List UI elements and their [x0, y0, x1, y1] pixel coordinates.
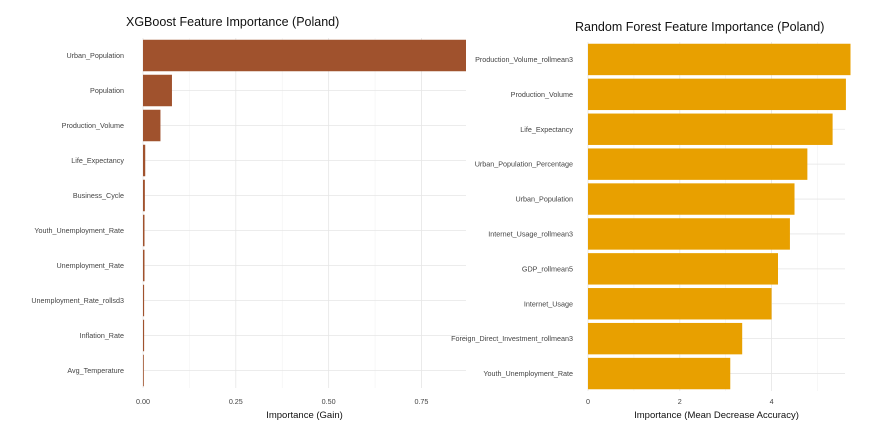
bar-production-volume	[588, 78, 846, 111]
bar-avg-temperature	[143, 354, 144, 387]
bar-production-volume	[143, 109, 161, 142]
x-tick-label: 0.00	[136, 397, 150, 406]
bar-foreign-direct-investment-rollmean3	[588, 322, 743, 355]
bar-life-expectancy	[588, 113, 833, 145]
category-label: Avg_Temperature	[67, 366, 124, 375]
bar-internet-usage	[588, 288, 772, 320]
bar-internet-usage-rollmean3	[588, 218, 790, 250]
category-label: Production_Volume	[511, 90, 573, 99]
category-label: Life_Expectancy	[520, 125, 573, 134]
category-label: Urban_Population_Percentage	[475, 160, 573, 169]
category-label: Urban_Population	[66, 51, 124, 60]
chart-title: XGBoost Feature Importance (Poland)	[126, 15, 339, 29]
x-tick-label: 0.50	[322, 397, 336, 406]
category-label: Production_Volume_rollmean3	[475, 55, 573, 64]
category-label: Business_Cycle	[73, 191, 124, 200]
bar-population	[143, 74, 172, 107]
bar-youth-unemployment-rate	[588, 357, 731, 390]
category-label: Internet_Usage_rollmean3	[488, 229, 573, 238]
x-axis-title: Importance (Gain)	[266, 410, 343, 421]
bar-gdp-rollmean5	[588, 253, 778, 285]
bar-production-volume-rollmean3	[588, 43, 851, 76]
bar-urban-population	[143, 39, 466, 72]
bar-unemployment-rate	[143, 249, 145, 282]
category-label: GDP_rollmean5	[522, 264, 573, 273]
category-label: Inflation_Rate	[80, 331, 124, 340]
category-label: Youth_Unemployment_Rate	[34, 226, 124, 235]
category-label: Foreign_Direct_Investment_rollmean3	[451, 334, 573, 343]
x-tick-label: 0.75	[414, 397, 428, 406]
random-forest-chart: Production_Volume_rollmean3 Production_Vo…	[451, 20, 851, 421]
category-label: Unemployment_Rate	[56, 261, 124, 270]
x-tick-label: 2	[678, 397, 682, 406]
bar-inflation-rate	[143, 319, 145, 352]
x-tick-label: 0.25	[229, 397, 243, 406]
category-label: Unemployment_Rate_rollsd3	[31, 296, 124, 305]
x-tick-label: 0	[586, 397, 590, 406]
x-axis-title: Importance (Mean Decrease Accuracy)	[634, 410, 799, 421]
category-label: Internet_Usage	[524, 299, 573, 308]
bar-unemployment-rate-rollsd3	[143, 284, 145, 317]
bar-business-cycle	[143, 179, 145, 212]
category-label: Urban_Population	[515, 195, 573, 204]
category-label: Population	[90, 86, 124, 95]
bar-life-expectancy	[143, 144, 146, 177]
category-label: Youth_Unemployment_Rate	[483, 369, 573, 378]
category-label: Life_Expectancy	[71, 156, 124, 165]
chart-title: Random Forest Feature Importance (Poland…	[575, 20, 824, 34]
bar-urban-population-percentage	[588, 148, 808, 180]
bar-youth-unemployment-rate	[143, 214, 145, 247]
bar-urban-population	[588, 183, 795, 215]
category-label: Production_Volume	[62, 121, 124, 130]
x-tick-label: 4	[770, 397, 774, 406]
xgboost-chart: Urban_Population Population Production_Vol…	[31, 15, 466, 421]
